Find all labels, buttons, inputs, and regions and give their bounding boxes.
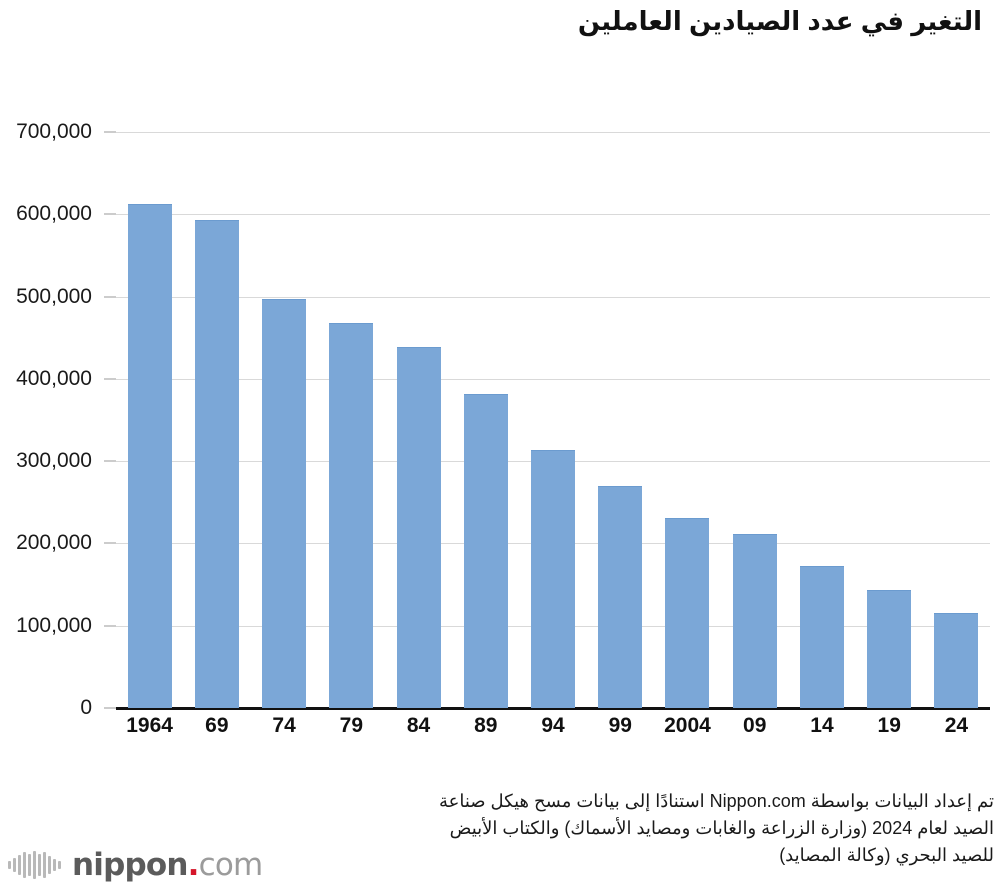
bar-slot (587, 110, 654, 708)
gridline (116, 296, 990, 298)
y-axis-tick-mark (104, 131, 116, 133)
logo-name: nippon (72, 847, 188, 883)
bar (194, 220, 239, 708)
x-axis-tick-label: 14 (810, 714, 834, 737)
x-axis-tick-label: 09 (743, 714, 767, 737)
bar (329, 322, 374, 708)
x-axis-tick-label: 1964 (126, 714, 173, 737)
y-axis-tick-mark (104, 296, 116, 298)
y-axis-tick-mark (104, 460, 116, 462)
x-axis-baseline (116, 707, 990, 710)
x-axis-tick-label: 69 (205, 714, 229, 737)
soundwave-bar (13, 858, 16, 872)
bar-slot (385, 110, 452, 708)
soundwave-bar (48, 856, 51, 874)
nippon-logo[interactable]: nippon.com (8, 846, 264, 884)
y-axis-tick-label: 300,000 (16, 449, 92, 473)
bar (531, 450, 576, 708)
y-axis: 700,000 600,000 500,000 400,000 300,000 200,0… (0, 110, 104, 719)
soundwave-bar (33, 851, 36, 879)
bar-slot (856, 110, 923, 708)
bar-slot (654, 110, 721, 708)
plot-area: 700,000 600,000 500,000 400,000 300,000 200,0… (0, 110, 1000, 720)
bar-slot (183, 110, 250, 708)
caption-line-3: للصيد البحري (وكالة المصايد) (779, 845, 994, 865)
x-axis-tick-label: 79 (339, 714, 363, 737)
soundwave-icon (8, 850, 63, 880)
bar (665, 517, 710, 708)
soundwave-bar (58, 861, 61, 869)
x-axis-tick-label: 94 (541, 714, 565, 737)
bar (934, 613, 979, 708)
soundwave-bar (38, 854, 41, 876)
bar (867, 589, 912, 708)
bar-slot (721, 110, 788, 708)
y-axis-tick-label: 100,000 (16, 613, 92, 637)
soundwave-bar (8, 861, 11, 869)
bar-slot (116, 110, 183, 708)
x-axis-tick-label: 19 (877, 714, 901, 737)
gridline (116, 378, 990, 380)
page-title: التغير في عدد الصيادين العاملين (577, 6, 982, 36)
bar (396, 346, 441, 708)
bar (463, 393, 508, 708)
soundwave-bar (23, 852, 26, 878)
y-axis-tick-label: 700,000 (16, 120, 92, 143)
x-axis-tick-label: 74 (272, 714, 296, 737)
y-axis-tick-mark (104, 625, 116, 627)
bar (262, 299, 307, 708)
x-axis-tick-label: 89 (474, 714, 498, 737)
logo-text: nippon.com (72, 847, 264, 883)
y-axis-tick-label: 600,000 (16, 202, 92, 226)
y-axis-tick-label: 200,000 (16, 531, 92, 555)
logo-dot: . (187, 847, 200, 883)
bar (732, 533, 777, 708)
y-axis-tick-label: 400,000 (16, 366, 92, 390)
y-axis-tick-label: 500,000 (16, 284, 92, 308)
caption-line-2: الصيد لعام 2024 (وزارة الزراعة والغابات … (449, 818, 994, 838)
bar (127, 203, 172, 708)
x-axis-tick-label: 99 (608, 714, 632, 737)
x-axis-tick-label: 84 (406, 714, 431, 737)
caption-line-1: تم إعداد البيانات بواسطة Nippon.com استن… (438, 791, 994, 811)
gridline (116, 132, 990, 133)
bar-slot (318, 110, 385, 708)
y-axis-tick-label: 0 (80, 696, 92, 719)
bar (598, 485, 643, 708)
soundwave-bar (28, 854, 31, 876)
bar-slot (788, 110, 855, 708)
bar-slot (519, 110, 586, 708)
source-caption: تم إعداد البيانات بواسطة Nippon.com استن… (204, 788, 994, 869)
bar-slot (452, 110, 519, 708)
y-axis-tick-mark (104, 213, 116, 215)
y-axis-tick-mark (104, 707, 116, 709)
gridline (116, 214, 990, 216)
x-axis-tick-label: 24 (944, 714, 969, 737)
soundwave-bar (43, 852, 46, 878)
bar (799, 565, 844, 708)
bar-slot (250, 110, 317, 708)
y-axis-tick-mark (104, 542, 116, 544)
bar-slot (923, 110, 990, 708)
y-axis-tick-mark (104, 378, 116, 380)
logo-suffix: com (198, 847, 264, 883)
bar-series (116, 110, 990, 708)
soundwave-bar (18, 855, 21, 875)
soundwave-bar (53, 859, 56, 871)
x-axis-tick-label: 2004 (664, 714, 711, 737)
x-axis: 1964 69 74 79 84 89 94 99 2004 09 14 19 24 (116, 714, 990, 738)
